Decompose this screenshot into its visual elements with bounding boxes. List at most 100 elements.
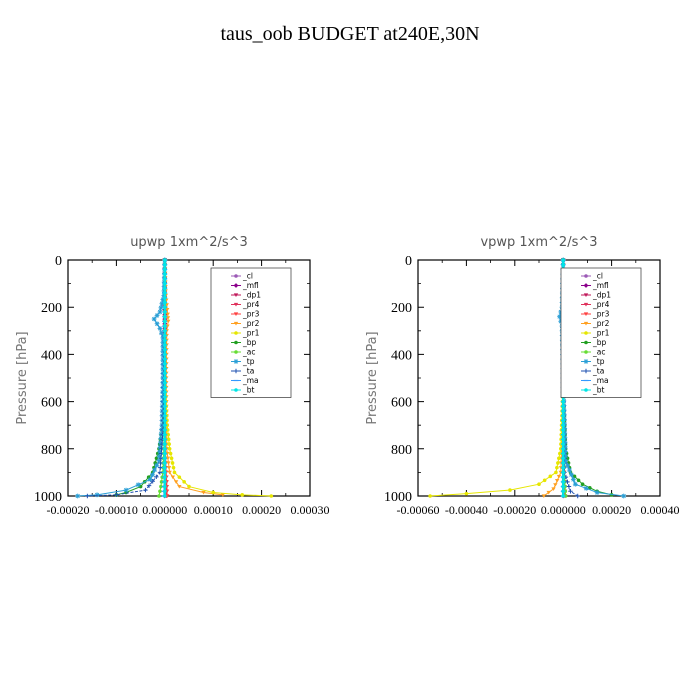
data-point_pr2	[177, 484, 182, 489]
data-point_pr1	[182, 480, 186, 484]
data-point_pr1	[167, 442, 171, 446]
panel-vpwp: vpwp 1xm^2/s^3 Pressure [hPa] 0 200 400 600 80…	[365, 235, 680, 517]
data-point_tp	[160, 362, 166, 368]
legend-marker	[584, 331, 588, 335]
legend-label: _bt	[242, 386, 255, 395]
legend-item: _bp	[231, 338, 257, 347]
legend-label: _ac	[592, 348, 605, 357]
data-point_pr2	[165, 456, 171, 461]
legend-label: _tp	[242, 357, 255, 366]
legend-label: _dp1	[242, 291, 261, 300]
data-point_ta	[158, 460, 163, 466]
data-point_bt	[561, 447, 565, 451]
data-point_bt	[561, 428, 565, 432]
y-axis-label: Pressure [hPa]	[365, 331, 380, 424]
legend-item: _tp	[231, 357, 255, 366]
legend-label: _mfl	[242, 281, 259, 290]
data-point_pr1	[171, 465, 176, 470]
data-point_pr2	[165, 312, 170, 317]
data-point_bt	[561, 451, 565, 456]
data-point_bt	[163, 347, 167, 352]
x-tick-label: 0.00040	[641, 503, 680, 517]
data-point_bt	[163, 423, 167, 428]
legend-item: _cl	[231, 272, 253, 281]
series-line_pr1	[430, 260, 564, 497]
y-tick-label: 400	[391, 348, 412, 363]
legend-label: _mfl	[592, 281, 609, 290]
data-point_bt	[163, 343, 167, 347]
data-point_tp	[159, 301, 165, 307]
data-point_bt	[163, 291, 167, 295]
legend-item: _ac	[581, 348, 605, 357]
data-point_ac	[157, 494, 161, 498]
data-point_tp	[160, 335, 166, 341]
x-tick-label: 0.00030	[291, 503, 330, 517]
legend-item: _pr4	[231, 300, 260, 309]
legend-marker	[583, 321, 589, 326]
data-point_pr2	[170, 475, 176, 480]
data-point_pr1	[554, 470, 558, 475]
data-point_tp	[594, 490, 600, 495]
legend-label: _bp	[242, 338, 257, 347]
legend-item: _bt	[231, 386, 255, 395]
data-point_bt	[561, 470, 565, 475]
legend-marker	[233, 293, 239, 297]
data-point_pr2	[551, 487, 556, 491]
data-point_ta	[568, 489, 573, 494]
legend-label: _ta	[592, 367, 604, 376]
legend-marker	[234, 350, 238, 354]
data-point_bt	[561, 456, 565, 461]
legend-marker	[233, 283, 239, 288]
legend-item: _pr4	[581, 300, 610, 309]
legend-label: _dp1	[592, 291, 611, 300]
data-point_bt	[163, 262, 167, 267]
legend: _cl_mfl_dp1_pr4_pr3_pr2_pr1_bp_ac_tp_ta_…	[210, 267, 292, 398]
data-point_bt	[163, 267, 167, 272]
data-point_tp	[160, 297, 166, 302]
legend-item: _cl	[581, 272, 603, 281]
data-point_bt	[163, 338, 167, 343]
x-tick-label: -0.00040	[445, 503, 488, 517]
data-point_bt	[163, 418, 167, 423]
x-tick-label: -0.00060	[397, 503, 440, 517]
data-point_bt	[163, 380, 167, 385]
data-point_bt	[561, 465, 565, 470]
data-point_bt	[561, 484, 565, 489]
data-point_tp	[583, 485, 589, 491]
data-point_bt	[561, 399, 565, 404]
legend-item: _pr2	[231, 319, 260, 328]
legend-item: _ta	[231, 367, 254, 376]
data-point_bt	[163, 489, 167, 494]
data-point_bt	[163, 329, 167, 333]
data-point_tp	[150, 472, 155, 478]
data-point_pr2	[166, 461, 171, 465]
data-point_tp	[160, 344, 166, 350]
legend-box	[560, 267, 642, 398]
data-point_pr1	[211, 490, 215, 495]
data-point_pr2	[166, 466, 172, 470]
data-point_pr2	[173, 480, 179, 484]
data-point_ta	[85, 493, 90, 499]
data-point_tp	[562, 444, 568, 450]
data-point_ta	[575, 493, 580, 499]
legend-marker	[233, 302, 239, 307]
data-point_bt	[163, 399, 167, 404]
data-point_ta	[150, 479, 155, 484]
data-point_bp	[153, 461, 158, 465]
data-point_bt	[163, 432, 167, 437]
panel-title: upwp 1xm^2/s^3	[130, 235, 248, 250]
data-point_tp	[160, 353, 166, 359]
data-point_bt	[163, 362, 167, 366]
data-point_tp	[557, 314, 562, 320]
data-point_ta	[565, 479, 570, 485]
data-point_bt	[163, 395, 167, 399]
data-point_bt	[163, 484, 167, 489]
legend-marker	[233, 368, 239, 374]
data-point_tp	[151, 316, 157, 322]
data-point_tp	[157, 444, 163, 450]
data-point_bt	[163, 451, 167, 456]
data-point_tp	[562, 426, 568, 431]
data-point_tp	[563, 458, 569, 463]
data-point_ac	[159, 480, 164, 484]
data-point_tp	[154, 321, 160, 327]
